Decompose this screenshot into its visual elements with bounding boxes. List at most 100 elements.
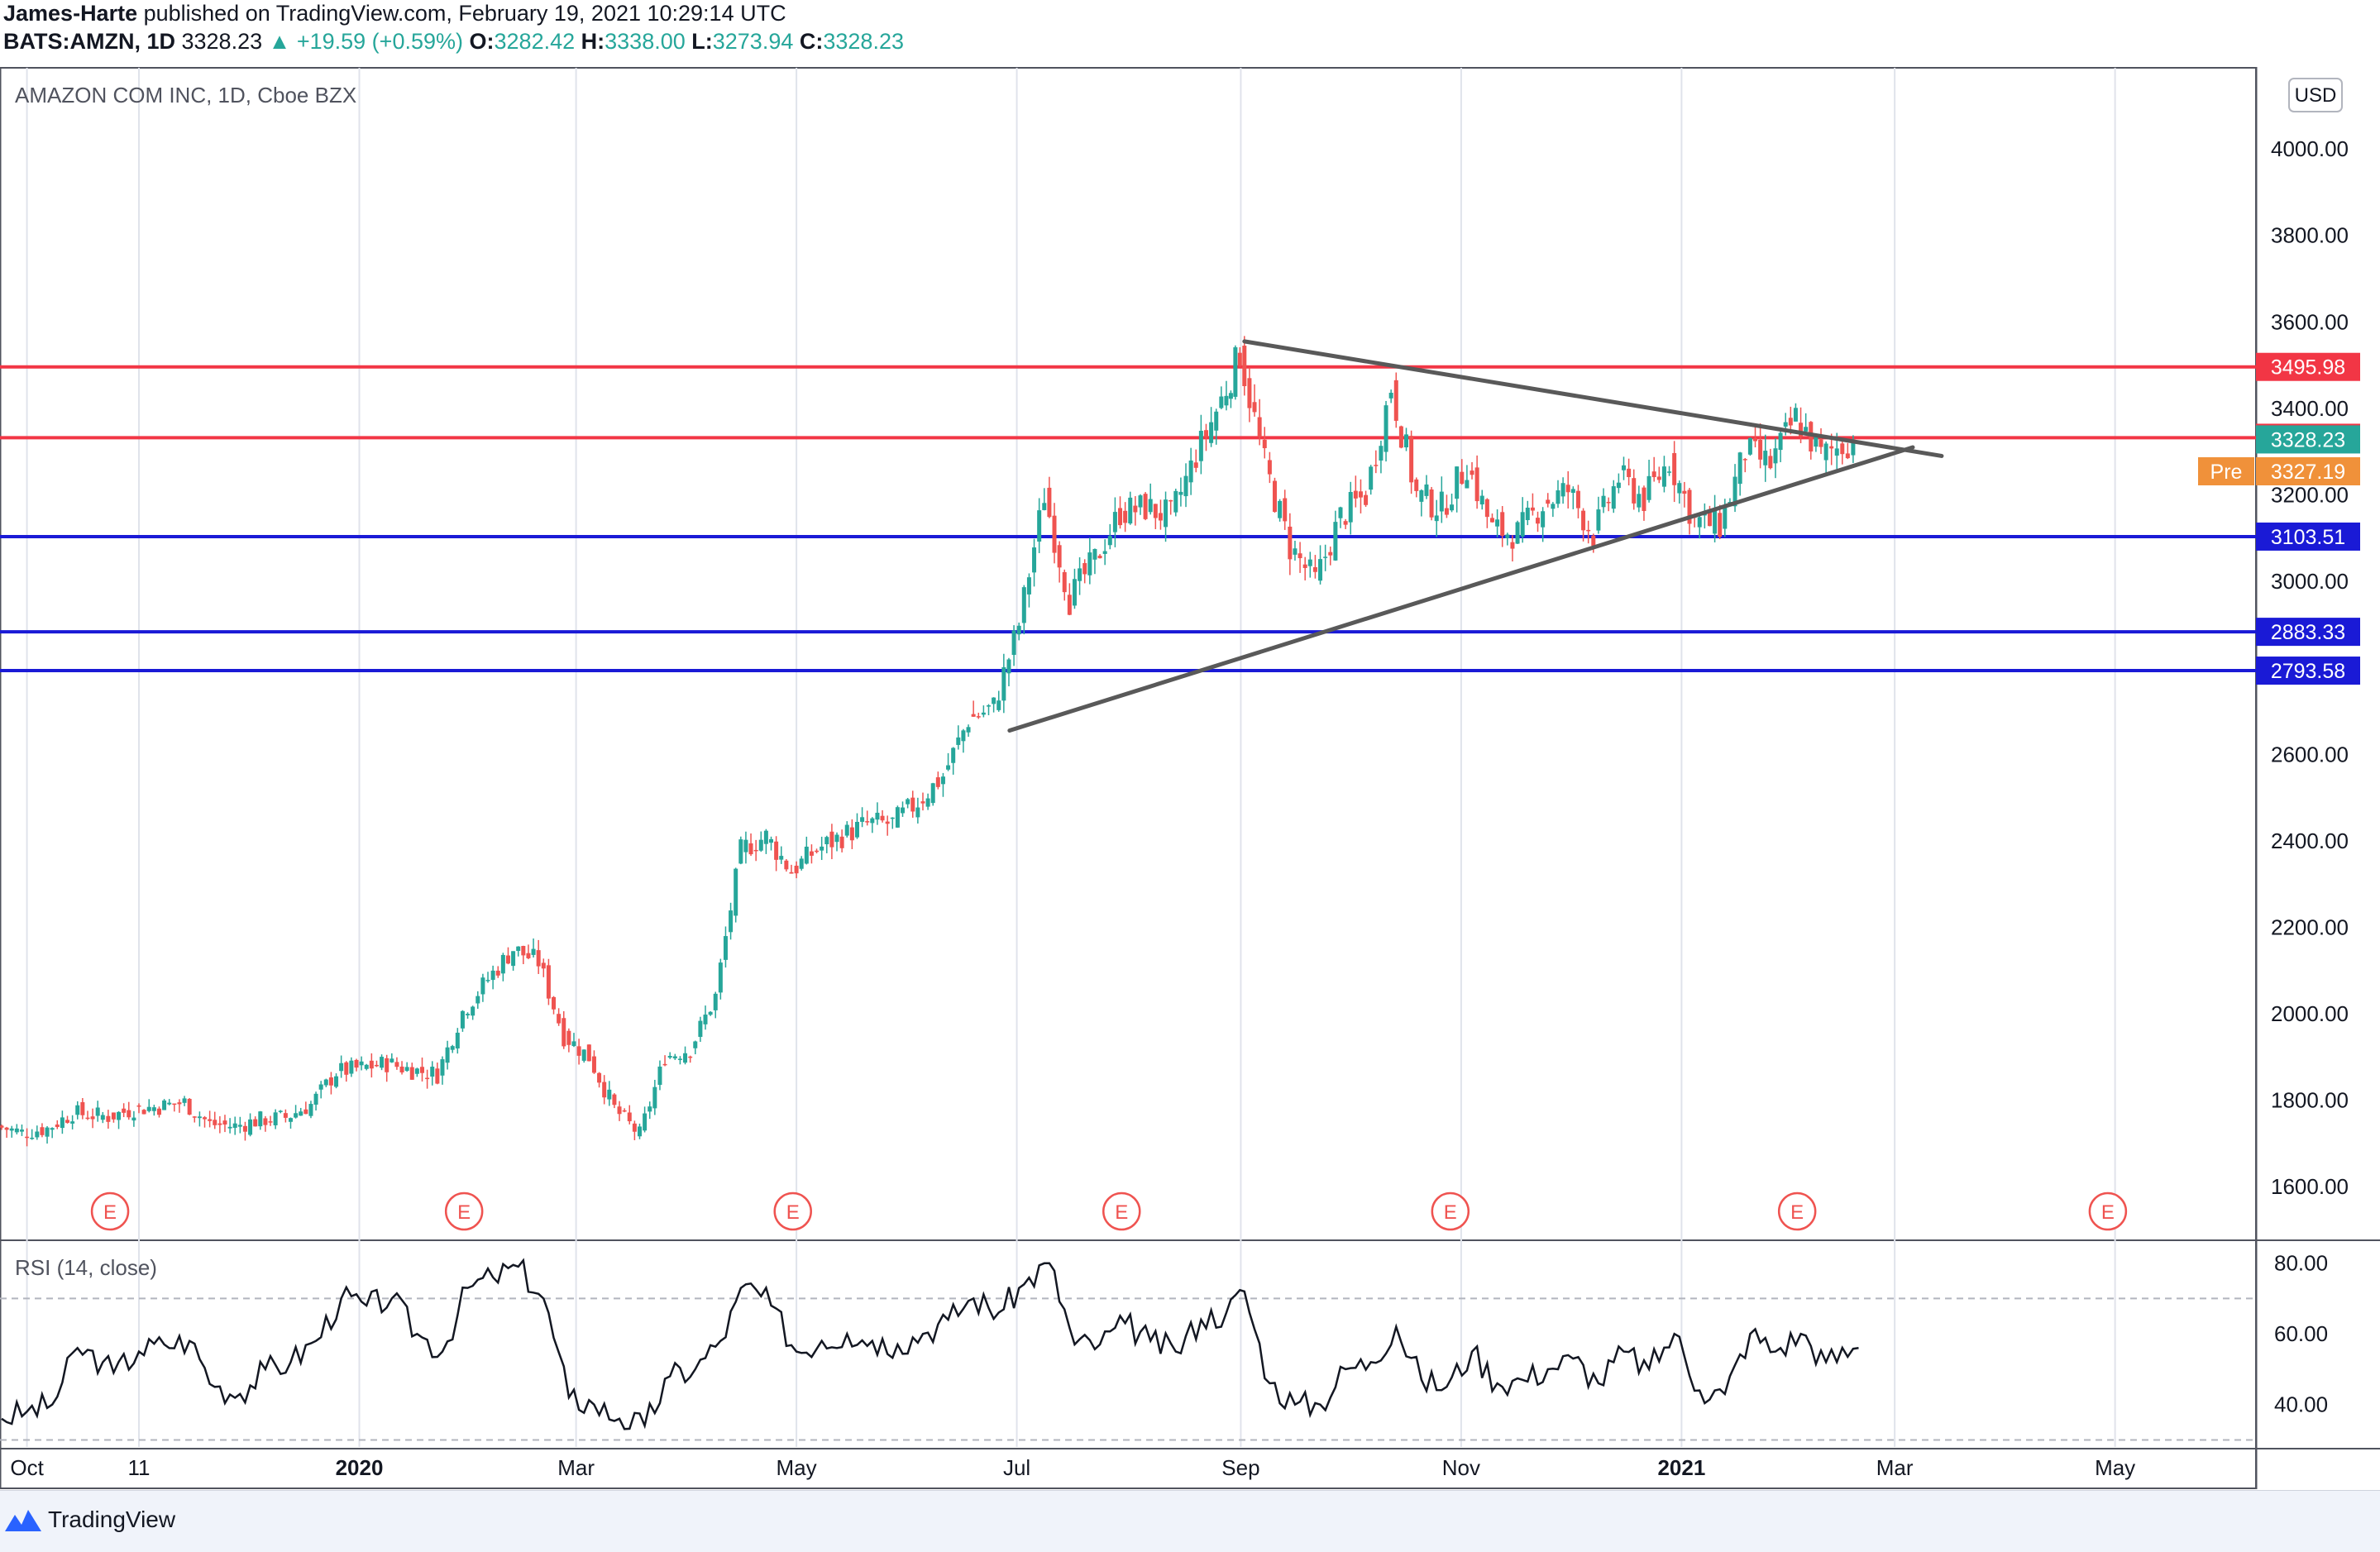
candle-body: [1318, 559, 1323, 581]
candle-body: [622, 1110, 627, 1112]
rsi-line: [1, 1258, 1859, 1430]
candle-body: [815, 850, 820, 852]
candle-body: [1153, 504, 1158, 518]
candle-body: [844, 824, 849, 836]
candle-body: [1601, 495, 1606, 508]
candle-body: [90, 1116, 95, 1120]
candle-body: [222, 1120, 227, 1125]
price-change: ▲ +19.59 (+0.59%): [268, 29, 463, 54]
candle-body: [1183, 475, 1188, 497]
candle-body: [1809, 422, 1814, 452]
candle-body: [334, 1076, 339, 1087]
candle-body: [643, 1113, 648, 1131]
candle-body: [4, 1127, 9, 1130]
candle-body: [1388, 393, 1393, 399]
candle-body: [753, 849, 758, 852]
level-price-tag: [2256, 618, 2360, 647]
candle-body: [976, 716, 981, 718]
price-chart[interactable]: E E E E E E E RSI (14, close) 80.00 60.00 40.00 O…: [0, 0, 2380, 1490]
candle-body: [854, 822, 859, 838]
tradingview-brand[interactable]: TradingView: [48, 1507, 176, 1532]
time-tick-label: 2020: [336, 1455, 384, 1480]
candle-body: [992, 697, 996, 704]
time-tick-label: Nov: [1442, 1455, 1480, 1480]
candle-body: [1818, 439, 1823, 447]
candle-body: [688, 1056, 693, 1058]
candle-body: [313, 1093, 318, 1105]
candle-body: [1409, 436, 1414, 483]
candle-body: [127, 1110, 131, 1118]
candle-body: [1606, 502, 1611, 504]
candle-body: [1742, 459, 1747, 461]
candle-body: [172, 1103, 177, 1106]
candle-body: [1203, 430, 1208, 437]
candle-body: [354, 1059, 359, 1068]
candle-body: [698, 1020, 703, 1038]
candle-body: [70, 1121, 75, 1124]
triangle-trend-line: [1242, 339, 1944, 458]
candle-body: [637, 1126, 642, 1137]
candle-body: [1586, 529, 1591, 532]
candle-body: [617, 1106, 622, 1115]
candle-body: [1178, 491, 1183, 495]
candle-body: [1414, 479, 1419, 491]
candle-body: [566, 1030, 571, 1045]
candle-body: [1500, 512, 1505, 536]
candle-body: [799, 858, 804, 869]
candle-body: [349, 1060, 354, 1074]
candle-body: [667, 1055, 672, 1058]
candle-body: [1312, 566, 1317, 572]
candle-body: [197, 1116, 202, 1119]
candle-body: [1016, 625, 1021, 635]
candle-body: [1642, 487, 1646, 512]
candle-body: [708, 1011, 713, 1015]
candle-body: [915, 807, 920, 818]
candle-body: [865, 821, 870, 823]
candle-body: [1209, 422, 1214, 443]
candle-body: [1102, 551, 1107, 554]
candle-body: [1424, 484, 1429, 496]
high-value: 3338.00: [605, 29, 686, 54]
candle-body: [466, 1014, 471, 1015]
candle-body: [1047, 487, 1052, 518]
candle-body: [1465, 480, 1470, 489]
candle-body: [288, 1118, 293, 1122]
candle-body: [450, 1046, 455, 1050]
candle-body: [242, 1125, 247, 1132]
candle-body: [652, 1086, 657, 1109]
candle-body: [677, 1058, 682, 1060]
candle-body: [789, 872, 794, 874]
candle-body: [273, 1112, 278, 1125]
author-name[interactable]: James-Harte: [3, 1, 138, 26]
candle-body: [870, 818, 875, 824]
candle-body: [380, 1057, 385, 1068]
candle-body: [460, 1010, 465, 1029]
triangle-trend-line: [1007, 445, 1915, 733]
candle-body: [1677, 483, 1682, 494]
tradingview-logo-icon[interactable]: [3, 1507, 43, 1535]
pre-market-label: Pre: [2210, 461, 2243, 484]
candle-body: [162, 1100, 167, 1110]
candle-body: [471, 1006, 476, 1016]
candle-body: [1768, 456, 1773, 469]
chart-title: AMAZON COM INC, 1D, Cboe BZX: [15, 83, 356, 107]
candle-body: [268, 1121, 273, 1123]
candle-body: [1616, 482, 1621, 489]
candle-body: [557, 1014, 562, 1024]
candle-body: [308, 1104, 313, 1116]
price-tick-label: 2400.00: [2271, 829, 2349, 853]
rsi-title: RSI (14, close): [15, 1255, 157, 1280]
candle-body: [1042, 503, 1047, 510]
candle-body: [1646, 475, 1651, 500]
candle-body: [581, 1049, 586, 1061]
candle-body: [1193, 462, 1198, 468]
candle-body: [571, 1041, 576, 1047]
candle-body: [50, 1128, 55, 1130]
price-tick-label: 2200.00: [2271, 914, 2349, 939]
earnings-marker-label: E: [457, 1201, 471, 1224]
candle-body: [1067, 595, 1072, 615]
candle-body: [1092, 548, 1097, 560]
candle-body: [946, 765, 951, 770]
candle-body: [1026, 577, 1031, 595]
candle-body: [1747, 437, 1752, 455]
